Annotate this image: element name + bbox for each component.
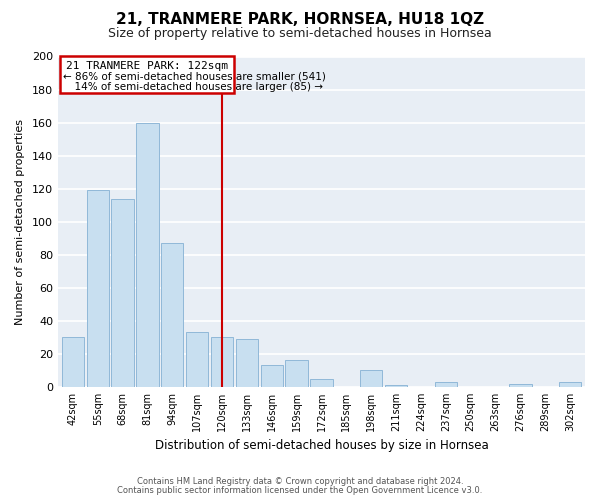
Bar (260, 366, 283, 387)
Text: ← 86% of semi-detached houses are smaller (541): ← 86% of semi-detached houses are smalle… (63, 72, 326, 82)
Bar (559, 382, 581, 387)
Bar (112, 198, 134, 387)
Text: Contains HM Land Registry data © Crown copyright and database right 2024.: Contains HM Land Registry data © Crown c… (137, 477, 463, 486)
Bar (86, 190, 109, 387)
Bar (61, 56, 235, 93)
Text: Size of property relative to semi-detached houses in Hornsea: Size of property relative to semi-detach… (108, 28, 492, 40)
Bar (136, 122, 158, 387)
Text: Contains public sector information licensed under the Open Government Licence v3: Contains public sector information licen… (118, 486, 482, 495)
Bar (360, 370, 382, 387)
Bar (211, 338, 233, 387)
Y-axis label: Number of semi-detached properties: Number of semi-detached properties (15, 118, 25, 324)
Bar (310, 378, 332, 387)
Bar (186, 332, 208, 387)
Bar (434, 382, 457, 387)
Text: 21, TRANMERE PARK, HORNSEA, HU18 1QZ: 21, TRANMERE PARK, HORNSEA, HU18 1QZ (116, 12, 484, 28)
X-axis label: Distribution of semi-detached houses by size in Hornsea: Distribution of semi-detached houses by … (155, 440, 488, 452)
Bar (161, 243, 184, 387)
Bar (62, 338, 84, 387)
Text: 14% of semi-detached houses are larger (85) →: 14% of semi-detached houses are larger (… (68, 82, 323, 92)
Text: 21 TRANMERE PARK: 122sqm: 21 TRANMERE PARK: 122sqm (67, 60, 229, 70)
Bar (286, 360, 308, 387)
Bar (509, 384, 532, 387)
Bar (385, 386, 407, 387)
Bar (236, 339, 258, 387)
